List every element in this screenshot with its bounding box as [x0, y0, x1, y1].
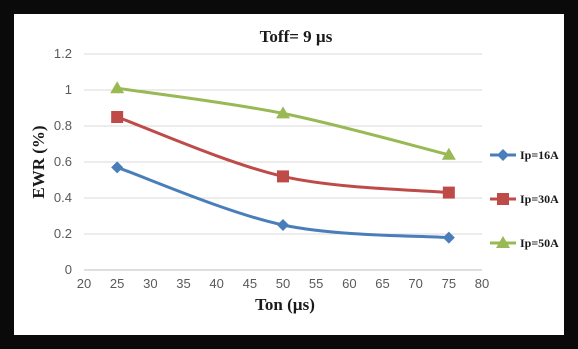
data-point	[110, 81, 125, 94]
data-point	[441, 147, 456, 160]
x-tick-label: 70	[408, 276, 422, 291]
x-tick-labels: 20 25 30 35 40 45 50 55 60 65 70 75 80	[77, 276, 489, 291]
data-point	[111, 161, 124, 174]
data-point	[111, 111, 124, 123]
legend-marker	[497, 193, 509, 205]
series-2	[111, 111, 455, 199]
legend-label: Ip=30A	[520, 192, 559, 206]
legend-entry-1: Ip=16A	[490, 148, 559, 162]
data-point	[442, 231, 455, 244]
series-line	[116, 86, 450, 157]
x-tick-label: 75	[442, 276, 456, 291]
x-tick-label: 65	[375, 276, 389, 291]
y-tick-label: 1.2	[54, 46, 72, 61]
data-point	[276, 106, 290, 119]
y-tick-label: 0.4	[54, 190, 72, 205]
x-tick-label: 35	[176, 276, 190, 291]
y-tick-label: 0.8	[54, 118, 72, 133]
x-tick-label: 25	[110, 276, 124, 291]
data-point	[277, 219, 289, 231]
legend-marker	[496, 236, 510, 248]
gridlines	[84, 53, 482, 271]
x-tick-label: 50	[276, 276, 290, 291]
y-tick-label: 0.2	[54, 226, 72, 241]
series-1	[111, 161, 455, 244]
x-tick-label: 20	[77, 276, 91, 291]
y-tick-labels: 0 0.2 0.4 0.6 0.8 1 1.2	[54, 46, 72, 277]
legend-label: Ip=16A	[520, 148, 559, 162]
y-tick-label: 0	[65, 262, 72, 277]
y-axis-label: EWR (%)	[29, 125, 48, 198]
x-tick-label: 80	[475, 276, 489, 291]
x-tick-label: 30	[143, 276, 157, 291]
legend: Ip=16A Ip=30A Ip=50A	[490, 148, 559, 250]
legend-entry-2: Ip=30A	[490, 192, 559, 206]
chart-title: Toff= 9 µs	[260, 27, 333, 46]
y-tick-label: 1	[65, 82, 72, 97]
y-tick-label: 0.6	[54, 154, 72, 169]
x-tick-label: 40	[209, 276, 223, 291]
chart-panel: Toff= 9 µs 0 0.2 0.4 0.6 0.8 1 1.2 20 25 30 35 40 4…	[14, 14, 564, 335]
legend-label: Ip=50A	[520, 236, 559, 250]
x-tick-label: 55	[309, 276, 323, 291]
x-tick-label: 60	[342, 276, 356, 291]
data-point	[442, 186, 455, 199]
data-point	[277, 170, 289, 183]
legend-marker	[497, 149, 509, 161]
x-tick-label: 45	[243, 276, 257, 291]
x-axis-label: Ton (µs)	[255, 295, 315, 314]
series-3	[110, 81, 456, 160]
line-chart: Toff= 9 µs 0 0.2 0.4 0.6 0.8 1 1.2 20 25 30 35 40 4…	[29, 27, 559, 314]
legend-entry-3: Ip=50A	[490, 236, 559, 250]
series-group	[110, 81, 456, 244]
